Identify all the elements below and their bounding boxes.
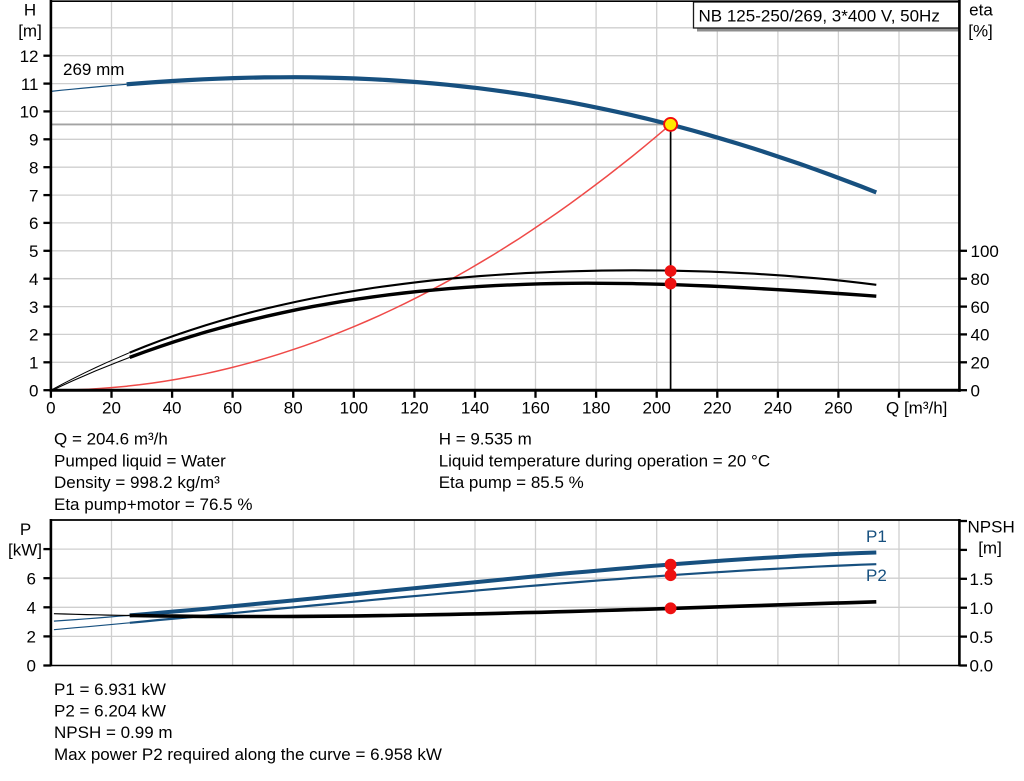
svg-text:Q = 204.6 m³/h: Q = 204.6 m³/h	[54, 430, 168, 449]
svg-text:P1: P1	[866, 527, 887, 546]
svg-text:80: 80	[971, 270, 990, 289]
svg-text:20: 20	[971, 354, 990, 373]
svg-text:0.5: 0.5	[970, 628, 994, 647]
svg-text:11: 11	[21, 75, 39, 94]
svg-text:[m]: [m]	[978, 539, 1002, 558]
svg-text:220: 220	[703, 398, 731, 417]
svg-text:2: 2	[27, 628, 36, 647]
svg-text:7: 7	[29, 186, 38, 205]
svg-text:0.0: 0.0	[970, 657, 994, 676]
svg-text:NPSH: NPSH	[968, 518, 1015, 537]
svg-text:1.0: 1.0	[970, 599, 994, 618]
svg-text:180: 180	[582, 398, 610, 417]
svg-text:100: 100	[971, 242, 999, 261]
svg-text:1: 1	[29, 354, 38, 373]
svg-text:0: 0	[971, 381, 980, 400]
svg-text:2: 2	[29, 326, 38, 345]
svg-text:60: 60	[223, 398, 242, 417]
svg-text:6: 6	[29, 214, 38, 233]
svg-text:NPSH = 0.99 m: NPSH = 0.99 m	[54, 723, 173, 742]
svg-text:NB 125-250/269, 3*400 V, 50Hz: NB 125-250/269, 3*400 V, 50Hz	[699, 6, 940, 25]
svg-text:Density = 998.2 kg/m³: Density = 998.2 kg/m³	[54, 473, 220, 492]
svg-text:eta: eta	[969, 1, 993, 20]
svg-text:0: 0	[29, 381, 38, 400]
svg-text:240: 240	[764, 398, 792, 417]
svg-text:P: P	[20, 520, 31, 539]
svg-text:3: 3	[29, 298, 38, 317]
svg-text:260: 260	[824, 398, 852, 417]
svg-text:4: 4	[27, 599, 36, 618]
svg-text:0: 0	[46, 398, 55, 417]
svg-text:80: 80	[284, 398, 303, 417]
svg-text:12: 12	[20, 47, 39, 66]
svg-text:H = 9.535 m: H = 9.535 m	[439, 430, 532, 449]
svg-text:120: 120	[400, 398, 428, 417]
svg-text:20: 20	[102, 398, 121, 417]
svg-text:40: 40	[971, 326, 990, 345]
svg-text:0: 0	[27, 657, 36, 676]
svg-text:P1 = 6.931 kW: P1 = 6.931 kW	[54, 680, 166, 699]
svg-text:40: 40	[163, 398, 182, 417]
svg-text:6: 6	[27, 569, 36, 588]
svg-text:Max power P2 required along th: Max power P2 required along the curve = …	[54, 745, 442, 764]
svg-text:Q [m³/h]: Q [m³/h]	[886, 398, 947, 417]
svg-text:10: 10	[20, 103, 39, 122]
svg-text:200: 200	[643, 398, 671, 417]
svg-text:P2 = 6.204 kW: P2 = 6.204 kW	[54, 702, 166, 721]
svg-text:Eta pump = 85.5 %: Eta pump = 85.5 %	[439, 473, 584, 492]
svg-text:[m]: [m]	[18, 22, 42, 41]
svg-text:H: H	[24, 1, 36, 20]
svg-text:100: 100	[340, 398, 368, 417]
svg-text:269 mm: 269 mm	[63, 60, 124, 79]
svg-text:Liquid temperature during oper: Liquid temperature during operation = 20…	[439, 451, 770, 470]
svg-text:160: 160	[521, 398, 549, 417]
svg-text:[kW]: [kW]	[8, 541, 42, 560]
svg-text:5: 5	[29, 242, 38, 261]
svg-text:1.5: 1.5	[970, 570, 994, 589]
svg-text:Pumped liquid = Water: Pumped liquid = Water	[54, 451, 226, 470]
svg-text:8: 8	[29, 158, 38, 177]
svg-text:4: 4	[29, 270, 38, 289]
svg-text:P2: P2	[866, 566, 887, 585]
svg-text:[%]: [%]	[968, 22, 993, 41]
svg-text:Eta pump+motor = 76.5 %: Eta pump+motor = 76.5 %	[54, 495, 252, 514]
svg-text:60: 60	[971, 298, 990, 317]
svg-text:140: 140	[461, 398, 489, 417]
svg-text:9: 9	[29, 131, 38, 150]
